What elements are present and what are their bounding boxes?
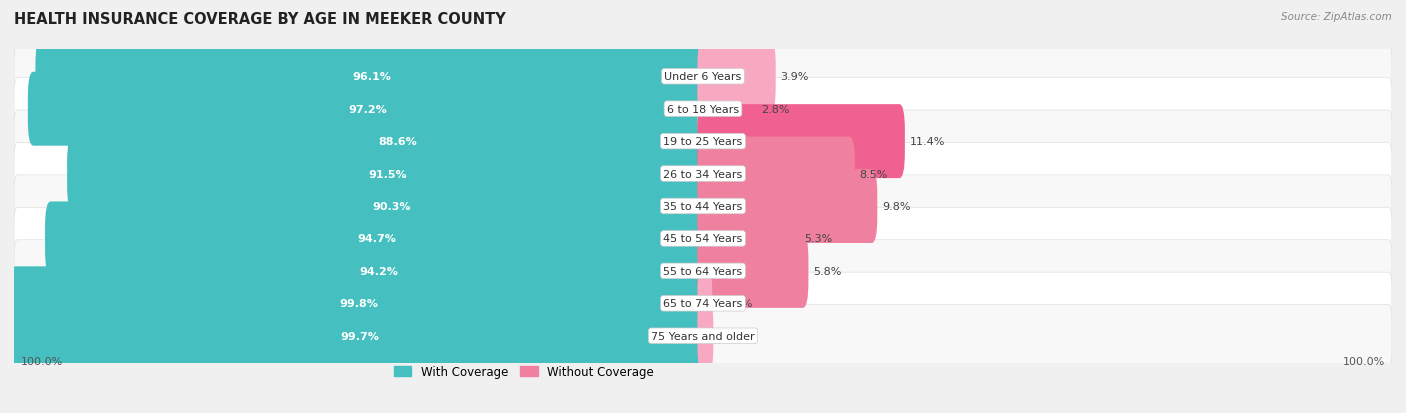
- Text: 96.1%: 96.1%: [353, 72, 391, 82]
- FancyBboxPatch shape: [14, 45, 1392, 109]
- Text: 65 to 74 Years: 65 to 74 Years: [664, 299, 742, 309]
- Text: 75 Years and older: 75 Years and older: [651, 331, 755, 341]
- FancyBboxPatch shape: [14, 111, 1392, 173]
- Text: 100.0%: 100.0%: [1343, 356, 1385, 366]
- Text: 9.8%: 9.8%: [882, 202, 911, 211]
- Text: 100.0%: 100.0%: [21, 356, 63, 366]
- Text: 8.5%: 8.5%: [859, 169, 889, 179]
- FancyBboxPatch shape: [14, 142, 1392, 206]
- Text: 88.6%: 88.6%: [378, 137, 418, 147]
- Text: Under 6 Years: Under 6 Years: [665, 72, 741, 82]
- FancyBboxPatch shape: [14, 272, 1392, 335]
- FancyBboxPatch shape: [697, 137, 855, 211]
- FancyBboxPatch shape: [87, 105, 709, 179]
- FancyBboxPatch shape: [697, 170, 877, 243]
- FancyBboxPatch shape: [697, 40, 776, 114]
- Text: 99.8%: 99.8%: [340, 299, 378, 309]
- Text: 26 to 34 Years: 26 to 34 Years: [664, 169, 742, 179]
- FancyBboxPatch shape: [35, 40, 709, 114]
- Text: 91.5%: 91.5%: [368, 169, 408, 179]
- Text: 97.2%: 97.2%: [349, 104, 388, 114]
- Text: 11.4%: 11.4%: [910, 137, 945, 147]
- FancyBboxPatch shape: [697, 73, 756, 146]
- Text: 35 to 44 Years: 35 to 44 Years: [664, 202, 742, 211]
- FancyBboxPatch shape: [14, 176, 1392, 237]
- Legend: With Coverage, Without Coverage: With Coverage, Without Coverage: [389, 360, 659, 383]
- Text: 55 to 64 Years: 55 to 64 Years: [664, 266, 742, 276]
- Text: 19 to 25 Years: 19 to 25 Years: [664, 137, 742, 147]
- FancyBboxPatch shape: [697, 105, 905, 179]
- FancyBboxPatch shape: [697, 202, 800, 276]
- FancyBboxPatch shape: [14, 143, 1392, 205]
- FancyBboxPatch shape: [697, 299, 713, 373]
- Text: 5.8%: 5.8%: [813, 266, 842, 276]
- FancyBboxPatch shape: [14, 240, 1392, 302]
- FancyBboxPatch shape: [697, 267, 713, 340]
- Text: 99.7%: 99.7%: [340, 331, 380, 341]
- Text: HEALTH INSURANCE COVERAGE BY AGE IN MEEKER COUNTY: HEALTH INSURANCE COVERAGE BY AGE IN MEEK…: [14, 12, 506, 27]
- Text: 90.3%: 90.3%: [373, 202, 411, 211]
- FancyBboxPatch shape: [76, 170, 709, 243]
- Text: 0.28%: 0.28%: [718, 331, 754, 341]
- FancyBboxPatch shape: [28, 73, 709, 146]
- Text: 6 to 18 Years: 6 to 18 Years: [666, 104, 740, 114]
- Text: 45 to 54 Years: 45 to 54 Years: [664, 234, 742, 244]
- FancyBboxPatch shape: [14, 175, 1392, 238]
- Text: 2.8%: 2.8%: [762, 104, 790, 114]
- FancyBboxPatch shape: [14, 273, 1392, 335]
- FancyBboxPatch shape: [14, 46, 1392, 108]
- FancyBboxPatch shape: [10, 267, 709, 340]
- Text: 3.9%: 3.9%: [780, 72, 808, 82]
- FancyBboxPatch shape: [14, 304, 1392, 368]
- FancyBboxPatch shape: [67, 137, 709, 211]
- FancyBboxPatch shape: [14, 240, 1392, 303]
- Text: 94.7%: 94.7%: [357, 234, 396, 244]
- FancyBboxPatch shape: [14, 207, 1392, 271]
- FancyBboxPatch shape: [48, 234, 709, 308]
- FancyBboxPatch shape: [14, 78, 1392, 140]
- Text: 0.22%: 0.22%: [717, 299, 752, 309]
- FancyBboxPatch shape: [11, 299, 709, 373]
- FancyBboxPatch shape: [45, 202, 709, 276]
- FancyBboxPatch shape: [14, 208, 1392, 270]
- Text: Source: ZipAtlas.com: Source: ZipAtlas.com: [1281, 12, 1392, 22]
- Text: 5.3%: 5.3%: [804, 234, 832, 244]
- Text: 94.2%: 94.2%: [359, 266, 398, 276]
- FancyBboxPatch shape: [14, 78, 1392, 141]
- FancyBboxPatch shape: [14, 305, 1392, 367]
- FancyBboxPatch shape: [697, 234, 808, 308]
- FancyBboxPatch shape: [14, 110, 1392, 173]
